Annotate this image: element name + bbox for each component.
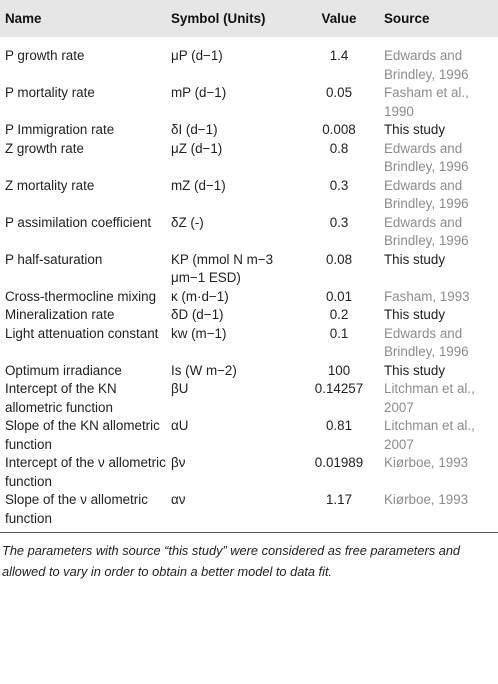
row-symbol: KP (mmol N m−3 μm−1 ESD) xyxy=(171,251,274,286)
table-row: Z mortality rate mZ (d−1) 0.3 Edwards and B… xyxy=(0,177,498,214)
parameter-table: Name Symbol (Units) Value Source P growt… xyxy=(0,0,498,533)
row-symbol: kw (m−1) xyxy=(171,325,227,341)
row-symbol: μZ (d−1) xyxy=(171,140,223,156)
table-row: P mortality rate mP (d−1) 0.05 Fasham et al… xyxy=(0,84,498,121)
row-value: 0.3 xyxy=(329,177,349,193)
table-body: P growth rate μP (d−1) 1.4 Edwards and Brin… xyxy=(0,37,498,533)
row-source: Fasham, 1993 xyxy=(384,288,470,304)
row-symbol: βU xyxy=(171,381,189,396)
row-source: This study xyxy=(384,362,446,378)
row-value: 0.01 xyxy=(325,288,353,304)
row-source: Fasham et al., 1990 xyxy=(384,85,469,119)
row-value: 1.17 xyxy=(325,492,353,507)
row-name: P mortality rate xyxy=(5,85,95,100)
row-value: 0.8 xyxy=(329,140,349,156)
row-source: Edwards and Brindley, 1996 xyxy=(384,140,469,175)
row-symbol: αν xyxy=(171,492,186,507)
row-value: 1.4 xyxy=(329,48,349,63)
row-value: 100 xyxy=(327,362,351,378)
row-value: 0.81 xyxy=(325,418,353,433)
row-name: P Immigration rate xyxy=(5,122,115,137)
table-row: Intercept of the KN allometric function β… xyxy=(0,380,498,417)
table-row: Mineralization rate δD (d−1) 0.2 This study xyxy=(0,306,498,325)
row-source: This study xyxy=(384,307,446,322)
table-footnote: The parameters with source “this study” … xyxy=(2,543,461,579)
row-name: Cross-thermocline mixing xyxy=(5,288,157,304)
header-source: Source xyxy=(384,11,430,26)
row-source: This study xyxy=(384,251,446,267)
row-symbol: βν xyxy=(171,455,186,470)
table-header: Name Symbol (Units) Value Source xyxy=(0,0,498,37)
table-row: P growth rate μP (d−1) 1.4 Edwards and Brin… xyxy=(0,37,498,84)
row-source: This study xyxy=(384,122,446,137)
row-name: Slope of the ν allometric function xyxy=(5,492,148,526)
row-value: 0.14257 xyxy=(314,381,364,396)
row-value: 0.008 xyxy=(322,122,356,137)
table-row: Optimum irradiance Is (W m−2) 100 This stud… xyxy=(0,362,498,381)
row-name: P half-saturation xyxy=(5,251,103,267)
row-symbol: mP (d−1) xyxy=(171,85,227,100)
row-value: 0.08 xyxy=(325,251,353,267)
row-symbol: Is (W m−2) xyxy=(171,362,237,378)
row-symbol: κ (m·d−1) xyxy=(171,288,229,304)
table-row: Light attenuation constant kw (m−1) 0.1 Edw… xyxy=(0,325,498,362)
row-source: Edwards and Brindley, 1996 xyxy=(384,177,469,212)
row-name: Intercept of the KN allometric function xyxy=(5,381,117,415)
row-source: Kiørboe, 1993 xyxy=(384,492,469,507)
row-value: 0.01989 xyxy=(314,455,364,470)
row-symbol: μP (d−1) xyxy=(171,48,223,63)
row-symbol: δD (d−1) xyxy=(171,307,224,322)
table-row: Intercept of the ν allometric function βν… xyxy=(0,454,498,491)
row-source: Edwards and Brindley, 1996 xyxy=(384,325,469,360)
row-name: P assimilation coefficient xyxy=(5,214,152,230)
row-symbol: δZ (-) xyxy=(171,214,204,230)
header-symbol: Symbol (Units) xyxy=(171,11,266,26)
row-name: Z growth rate xyxy=(5,140,84,156)
row-value: 0.1 xyxy=(329,325,349,341)
table-row: Z growth rate μZ (d−1) 0.8 Edwards and Brin… xyxy=(0,140,498,177)
row-name: P growth rate xyxy=(5,48,85,63)
table-row: Slope of the ν allometric function αν 1.17… xyxy=(0,491,498,533)
header-value: Value xyxy=(321,11,357,26)
row-source: Litchman et al., 2007 xyxy=(384,418,475,452)
table-row: P half-saturation KP (mmol N m−3 μm−1 ESD… xyxy=(0,251,498,288)
row-symbol: αU xyxy=(171,418,189,433)
row-value: 0.2 xyxy=(329,307,349,322)
row-symbol: δI (d−1) xyxy=(171,122,218,137)
table-row: Cross-thermocline mixing κ (m·d−1) 0.01 Fas… xyxy=(0,288,498,307)
table-row: Slope of the KN allometric function αU 0.8… xyxy=(0,417,498,454)
table-row: P Immigration rate δI (d−1) 0.008 This stud… xyxy=(0,121,498,140)
row-name: Optimum irradiance xyxy=(5,362,122,378)
row-source: Litchman et al., 2007 xyxy=(384,381,475,415)
header-row: Name Symbol (Units) Value Source xyxy=(0,0,498,37)
table-row: P assimilation coefficient δZ (-) 0.3 Edwar… xyxy=(0,214,498,251)
row-name: Intercept of the ν allometric function xyxy=(5,455,166,489)
row-value: 0.05 xyxy=(325,85,353,100)
row-source: Edwards and Brindley, 1996 xyxy=(384,214,469,249)
row-value: 0.3 xyxy=(329,214,349,230)
row-symbol: mZ (d−1) xyxy=(171,177,226,193)
header-name: Name xyxy=(5,11,42,26)
row-name: Slope of the KN allometric function xyxy=(5,418,160,452)
row-name: Mineralization rate xyxy=(5,307,115,322)
row-source: Edwards and Brindley, 1996 xyxy=(384,48,469,82)
row-name: Light attenuation constant xyxy=(5,325,159,341)
row-name: Z mortality rate xyxy=(5,177,95,193)
row-source: Kiørboe, 1993 xyxy=(384,455,469,470)
